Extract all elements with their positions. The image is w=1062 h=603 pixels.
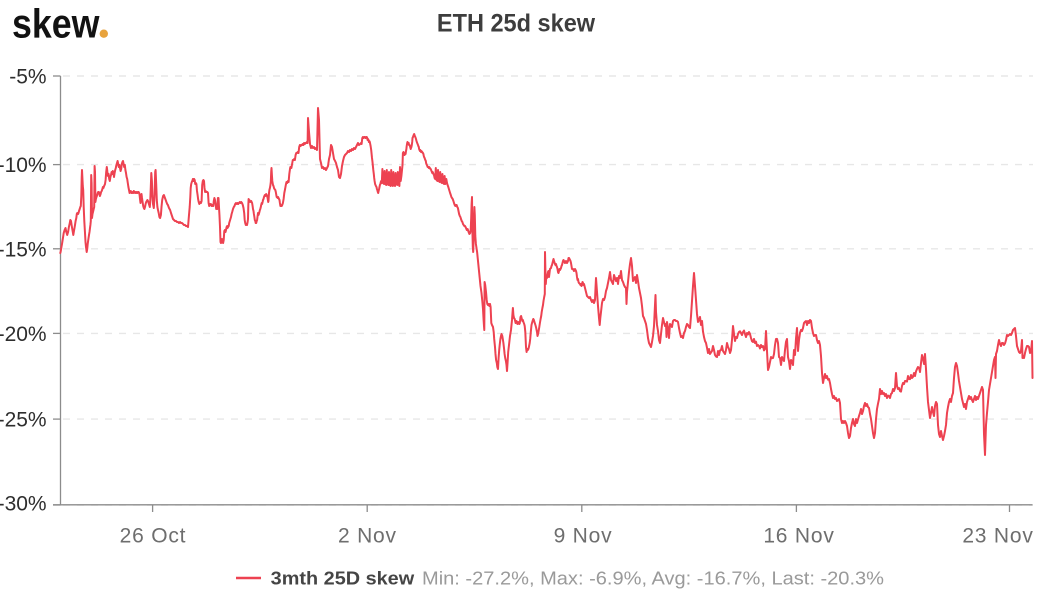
svg-text:9 Nov: 9 Nov xyxy=(554,525,613,548)
svg-text:-25%: -25% xyxy=(0,409,47,432)
svg-text:-20%: -20% xyxy=(0,323,47,346)
svg-text:skew: skew xyxy=(12,1,100,47)
svg-text:-30%: -30% xyxy=(0,493,47,516)
svg-text:23 Nov: 23 Nov xyxy=(962,525,1033,548)
svg-text:3mth 25D skew: 3mth 25D skew xyxy=(271,568,415,589)
svg-text:ETH 25d skew: ETH 25d skew xyxy=(437,9,596,37)
svg-text:16 Nov: 16 Nov xyxy=(763,525,834,548)
svg-text:-15%: -15% xyxy=(0,238,47,261)
svg-text:26 Oct: 26 Oct xyxy=(120,525,187,548)
svg-text:-10%: -10% xyxy=(0,154,47,177)
svg-text:2 Nov: 2 Nov xyxy=(338,525,397,548)
svg-text:-5%: -5% xyxy=(9,66,46,89)
svg-text:Min: -27.2%, Max: -6.9%, Avg:: Min: -27.2%, Max: -6.9%, Avg: -16.7%, La… xyxy=(422,568,884,589)
